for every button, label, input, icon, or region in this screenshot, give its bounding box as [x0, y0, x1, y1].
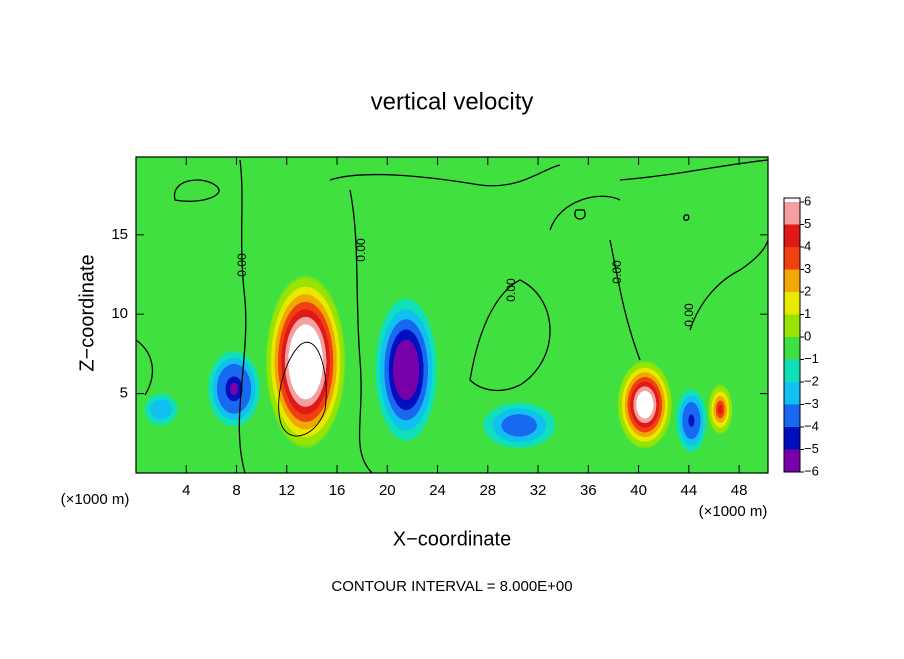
colorbar-band — [784, 404, 800, 427]
x-tick-label: 48 — [731, 482, 748, 499]
x-tick-label: 44 — [680, 482, 697, 499]
contour-label: 0.00 — [610, 260, 624, 284]
chart-title: vertical velocity — [371, 88, 534, 115]
x-tick-label: 16 — [329, 482, 346, 499]
colorbar-label: −1 — [804, 351, 819, 366]
x-unit-label: (×1000 m) — [61, 491, 130, 508]
colorbar-label: 6 — [804, 193, 811, 208]
colorbar-label: 1 — [804, 306, 811, 321]
x-tick-label: 4 — [182, 482, 190, 499]
velocity-cell — [136, 385, 187, 434]
x-tick-label: 20 — [379, 482, 396, 499]
velocity-cell — [265, 274, 346, 450]
colorbar-band — [784, 224, 800, 247]
colorbar-band — [784, 247, 800, 270]
colorbar-band — [784, 337, 800, 360]
field — [136, 157, 768, 473]
colorbar-band — [784, 382, 800, 405]
velocity-cell — [707, 384, 733, 435]
colorbar-label: 0 — [804, 328, 811, 343]
colorbar-label: −4 — [804, 418, 819, 433]
x-tick-label: 8 — [232, 482, 240, 499]
velocity-cell — [671, 379, 712, 462]
colorbar-label: −2 — [804, 373, 819, 388]
y-tick-label: 10 — [111, 305, 128, 322]
colorbar-band — [784, 314, 800, 337]
colorbar-band — [784, 359, 800, 382]
y-axis-title: Z−coordinate — [76, 254, 98, 371]
contour-label: 0.00 — [682, 303, 696, 327]
velocity-cell — [617, 360, 673, 450]
colorbar-label: 4 — [804, 238, 811, 253]
y-tick-label: 15 — [111, 226, 128, 243]
x-tick-label: 32 — [530, 482, 547, 499]
colorbar-band — [784, 292, 800, 315]
colorbar-label: 3 — [804, 261, 811, 276]
x-tick-label: 28 — [479, 482, 496, 499]
contour-label: 0.00 — [235, 253, 249, 277]
colorbar-band — [784, 427, 800, 450]
colorbar-label: −6 — [804, 463, 819, 478]
zero-contours — [136, 159, 768, 473]
colorbar-label: −3 — [804, 396, 819, 411]
velocity-cell — [468, 393, 570, 458]
x-axis-title: X−coordinate — [393, 528, 511, 550]
x-unit-label: (×1000 m) — [699, 503, 768, 520]
y-tick-label: 5 — [120, 385, 128, 402]
velocity-cell — [201, 341, 267, 437]
plot-frame — [135, 156, 769, 474]
velocity-cell — [368, 282, 444, 458]
colorbar-band — [784, 202, 800, 225]
colorbar-label: 5 — [804, 216, 811, 231]
colorbar-label: 2 — [804, 283, 811, 298]
colorbar-band — [784, 449, 800, 472]
colorbar-label: −5 — [804, 441, 819, 456]
contour-label: 0.00 — [354, 238, 368, 262]
colorbar-band — [784, 269, 800, 292]
colorbar-frame — [783, 197, 801, 473]
x-tick-label: 24 — [429, 482, 446, 499]
x-tick-label: 40 — [630, 482, 647, 499]
x-tick-label: 36 — [580, 482, 597, 499]
contour-label: 0.00 — [504, 278, 518, 302]
annotation: CONTOUR INTERVAL = 8.000E+00 — [331, 578, 572, 595]
x-tick-label: 12 — [278, 482, 295, 499]
